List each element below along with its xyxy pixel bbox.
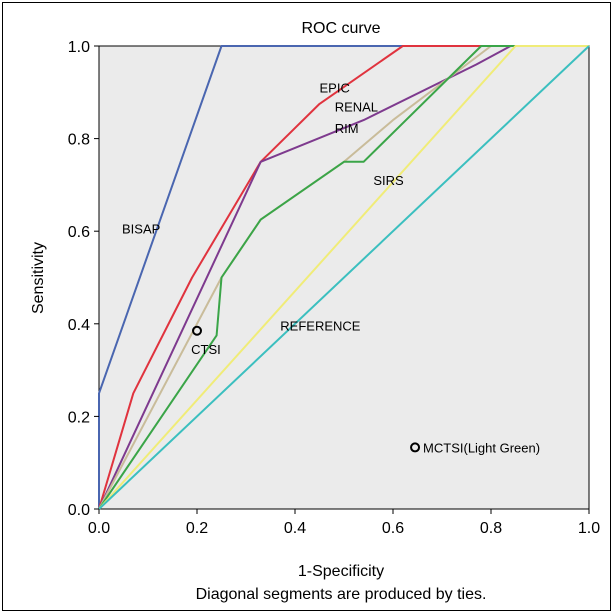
mctsi-legend-label: MCTSI(Light Green) xyxy=(423,440,540,455)
chart-title: ROC curve xyxy=(301,20,380,37)
x-tick-label: 0.0 xyxy=(88,520,110,537)
x-tick-label: 0.4 xyxy=(284,520,306,537)
roc-chart: ROC curve BISAP EPIC RENAL RIM SIRS REFERENCE… xyxy=(30,20,600,603)
x-tick-label: 0.8 xyxy=(480,520,502,537)
annotation-rim: RIM xyxy=(335,121,359,136)
annotation-reference: REFERENCE xyxy=(280,319,361,334)
y-tick-label: 1.0 xyxy=(68,39,90,56)
reference-line xyxy=(98,45,590,510)
x-tick-label: 1.0 xyxy=(578,520,600,537)
axis-layer: 0.0 0.2 0.4 0.6 0.8 1.0 0.0 0.2 0.4 0.6 0.8 1.0 xyxy=(68,39,600,537)
y-tick-label: 0.8 xyxy=(68,132,90,149)
y-tick-label: 0.2 xyxy=(68,409,90,426)
annotation-epic: EPIC xyxy=(320,80,350,95)
x-tick-label: 0.2 xyxy=(186,520,208,537)
y-tick-label: 0.0 xyxy=(68,502,90,519)
y-tick-label: 0.4 xyxy=(68,317,90,334)
annotation-sirs: SIRS xyxy=(373,173,404,188)
annotation-ctsi: CTSI xyxy=(191,342,221,357)
y-tick-label: 0.6 xyxy=(68,224,90,241)
mctsi-legend-marker xyxy=(410,442,421,453)
x-axis-label: 1-Specificity xyxy=(298,563,384,580)
mctsi-light-green-line xyxy=(98,45,589,510)
ctsi-marker xyxy=(192,325,202,336)
annotation-layer: BISAP EPIC RENAL RIM SIRS REFERENCE CTSI MCTSI(… xyxy=(122,80,540,455)
y-axis-label: Sensitivity xyxy=(30,242,47,314)
series-layer xyxy=(98,45,590,510)
annotation-renal: RENAL xyxy=(335,100,378,115)
x-tick-label: 0.6 xyxy=(382,520,404,537)
footnote: Diagonal segments are produced by ties. xyxy=(196,586,487,603)
annotation-bisap: BISAP xyxy=(122,222,160,237)
sirs-line xyxy=(98,45,589,510)
